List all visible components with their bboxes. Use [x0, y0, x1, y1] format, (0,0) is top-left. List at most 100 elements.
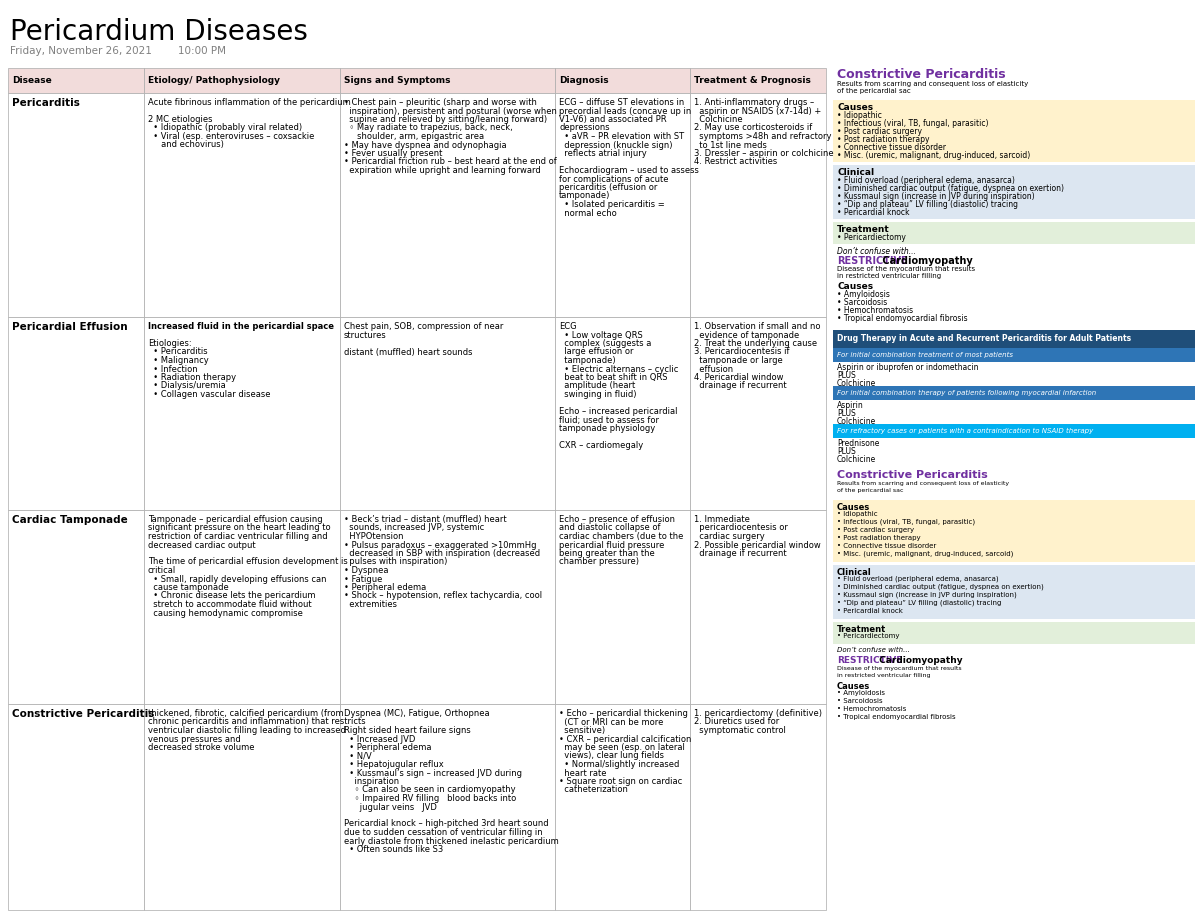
Text: aspirin or NSAIDS (x7-14d) +: aspirin or NSAIDS (x7-14d) + — [694, 106, 821, 115]
Text: • Tropical endomyocardial fibrosis: • Tropical endomyocardial fibrosis — [838, 714, 955, 720]
Text: swinging in fluid): swinging in fluid) — [559, 390, 636, 399]
Text: cause tamponade: cause tamponade — [148, 583, 229, 592]
Text: 4. Restrict activities: 4. Restrict activities — [694, 158, 778, 167]
Bar — [690, 93, 826, 317]
Text: • Fluid overload (peripheral edema, anasarca): • Fluid overload (peripheral edema, anas… — [838, 176, 1015, 185]
Bar — [833, 565, 1195, 619]
Bar — [833, 500, 1195, 562]
Text: Clinical: Clinical — [838, 168, 874, 177]
Text: depression (knuckle sign): depression (knuckle sign) — [559, 140, 672, 149]
Text: V1-V6) and associated PR: V1-V6) and associated PR — [559, 115, 667, 124]
Text: pericarditis (effusion or: pericarditis (effusion or — [559, 183, 658, 192]
Text: pericardial fluid pressure: pericardial fluid pressure — [559, 540, 665, 550]
Bar — [833, 100, 1195, 161]
Bar — [340, 93, 554, 317]
Bar — [340, 68, 554, 93]
Text: of the pericardial sac: of the pericardial sac — [838, 488, 904, 494]
Text: 4. Pericardial window: 4. Pericardial window — [694, 373, 784, 382]
Text: • Pericardial knock: • Pericardial knock — [838, 208, 910, 216]
Text: PLUS: PLUS — [838, 371, 856, 379]
Text: of the pericardial sac: of the pericardial sac — [838, 88, 911, 94]
Bar — [833, 622, 1195, 644]
Text: structures: structures — [344, 331, 386, 340]
Bar — [144, 704, 340, 910]
Text: Echocardiogram – used to assess: Echocardiogram – used to assess — [559, 166, 698, 175]
Bar — [8, 93, 144, 317]
Text: symptoms >48h and refractory: symptoms >48h and refractory — [694, 132, 832, 141]
Text: decreased cardiac output: decreased cardiac output — [148, 540, 256, 550]
Text: decreased in SBP with inspiration (decreased: decreased in SBP with inspiration (decre… — [344, 549, 540, 558]
Text: Right sided heart failure signs: Right sided heart failure signs — [344, 726, 470, 735]
Text: • Echo – pericardial thickening: • Echo – pericardial thickening — [559, 709, 688, 718]
Bar — [8, 510, 144, 704]
Text: Disease: Disease — [12, 76, 52, 85]
Text: • Shock – hypotension, reflex tachycardia, cool: • Shock – hypotension, reflex tachycardi… — [344, 592, 542, 601]
Text: inspiration: inspiration — [344, 777, 400, 786]
Text: Causes: Causes — [838, 103, 874, 112]
Text: Pericardial knock – high-pitched 3rd heart sound: Pericardial knock – high-pitched 3rd hea… — [344, 820, 548, 828]
Text: Disease of the myocardium that results: Disease of the myocardium that results — [838, 666, 961, 671]
Text: • Kussmaul sign (increase in JVP during inspiration): • Kussmaul sign (increase in JVP during … — [838, 191, 1034, 201]
Bar — [8, 317, 144, 510]
Text: Colchicine: Colchicine — [838, 417, 876, 426]
Text: Signs and Symptoms: Signs and Symptoms — [344, 76, 450, 85]
Text: • Misc. (uremic, malignant, drug-induced, sarcoid): • Misc. (uremic, malignant, drug-induced… — [838, 551, 1013, 557]
Text: Friday, November 26, 2021        10:00 PM: Friday, November 26, 2021 10:00 PM — [10, 46, 226, 56]
Text: • Isolated pericarditis =: • Isolated pericarditis = — [559, 200, 665, 209]
Text: thickened, fibrotic, calcified pericardium (from: thickened, fibrotic, calcified pericardi… — [148, 709, 343, 718]
Text: drainage if recurrent: drainage if recurrent — [694, 381, 787, 390]
Text: causing hemodynamic compromise: causing hemodynamic compromise — [148, 608, 302, 617]
Text: in restricted ventricular filling: in restricted ventricular filling — [838, 672, 930, 678]
Text: Treatment: Treatment — [838, 625, 887, 634]
Text: distant (muffled) heart sounds: distant (muffled) heart sounds — [344, 347, 473, 356]
Text: Prednisone: Prednisone — [838, 439, 880, 448]
Text: ECG: ECG — [559, 322, 577, 331]
Text: fluid; used to assess for: fluid; used to assess for — [559, 416, 659, 424]
Text: For initial combination treatment of most patients: For initial combination treatment of mos… — [838, 352, 1013, 357]
Text: 3. Pericardiocentesis if: 3. Pericardiocentesis if — [694, 347, 790, 356]
Text: being greater than the: being greater than the — [559, 549, 655, 558]
Text: • Chronic disease lets the pericardium: • Chronic disease lets the pericardium — [148, 592, 316, 601]
Text: and diastolic collapse of: and diastolic collapse of — [559, 524, 660, 532]
Text: sounds, increased JVP, systemic: sounds, increased JVP, systemic — [344, 524, 485, 532]
Text: Etiologies:: Etiologies: — [148, 339, 192, 348]
Text: Constrictive Pericarditis: Constrictive Pericarditis — [838, 68, 1006, 81]
Bar — [554, 704, 690, 910]
Bar — [144, 93, 340, 317]
Text: • N/V: • N/V — [344, 751, 372, 760]
Text: • Peripheral edema: • Peripheral edema — [344, 583, 426, 592]
Text: PLUS: PLUS — [838, 447, 856, 455]
Text: for complications of acute: for complications of acute — [559, 175, 668, 183]
Text: • Dyspnea: • Dyspnea — [344, 566, 389, 575]
Text: Pericardial Effusion: Pericardial Effusion — [12, 322, 127, 332]
Text: extremities: extremities — [344, 600, 397, 609]
Text: stretch to accommodate fluid without: stretch to accommodate fluid without — [148, 600, 312, 609]
Text: • Post radiation therapy: • Post radiation therapy — [838, 135, 930, 144]
Bar — [833, 222, 1195, 244]
Text: views), clear lung fields: views), clear lung fields — [559, 751, 664, 760]
Text: 3. Dressler – aspirin or colchicine: 3. Dressler – aspirin or colchicine — [694, 149, 834, 158]
Text: • Low voltage QRS: • Low voltage QRS — [559, 331, 643, 340]
Text: Aspirin or ibuprofen or indomethacin: Aspirin or ibuprofen or indomethacin — [838, 363, 978, 372]
Text: Colchicine: Colchicine — [838, 378, 876, 387]
Text: beat to beat shift in QRS: beat to beat shift in QRS — [559, 373, 667, 382]
Text: amplitude (heart: amplitude (heart — [559, 381, 635, 390]
Text: Cardiac Tamponade: Cardiac Tamponade — [12, 515, 127, 525]
Text: catheterization: catheterization — [559, 786, 628, 794]
Text: Aspirin: Aspirin — [838, 400, 864, 409]
Text: Treatment: Treatment — [838, 224, 889, 234]
Text: • Sarcoidosis: • Sarcoidosis — [838, 698, 883, 703]
Text: Chest pain, SOB, compression of near: Chest pain, SOB, compression of near — [344, 322, 503, 331]
Bar — [8, 704, 144, 910]
Text: ◦ Can also be seen in cardiomyopathy: ◦ Can also be seen in cardiomyopathy — [344, 786, 516, 794]
Text: Diagnosis: Diagnosis — [559, 76, 608, 85]
Bar — [833, 165, 1195, 219]
Bar — [690, 704, 826, 910]
Text: Echo – increased pericardial: Echo – increased pericardial — [559, 407, 678, 416]
Text: 2. Treat the underlying cause: 2. Treat the underlying cause — [694, 339, 817, 348]
Text: Cardiomyopathy: Cardiomyopathy — [880, 256, 973, 266]
Text: evidence of tamponade: evidence of tamponade — [694, 331, 799, 340]
Text: symptomatic control: symptomatic control — [694, 726, 786, 735]
Text: • Idiopathic: • Idiopathic — [838, 111, 882, 120]
Text: Treatment & Prognosis: Treatment & Prognosis — [694, 76, 811, 85]
